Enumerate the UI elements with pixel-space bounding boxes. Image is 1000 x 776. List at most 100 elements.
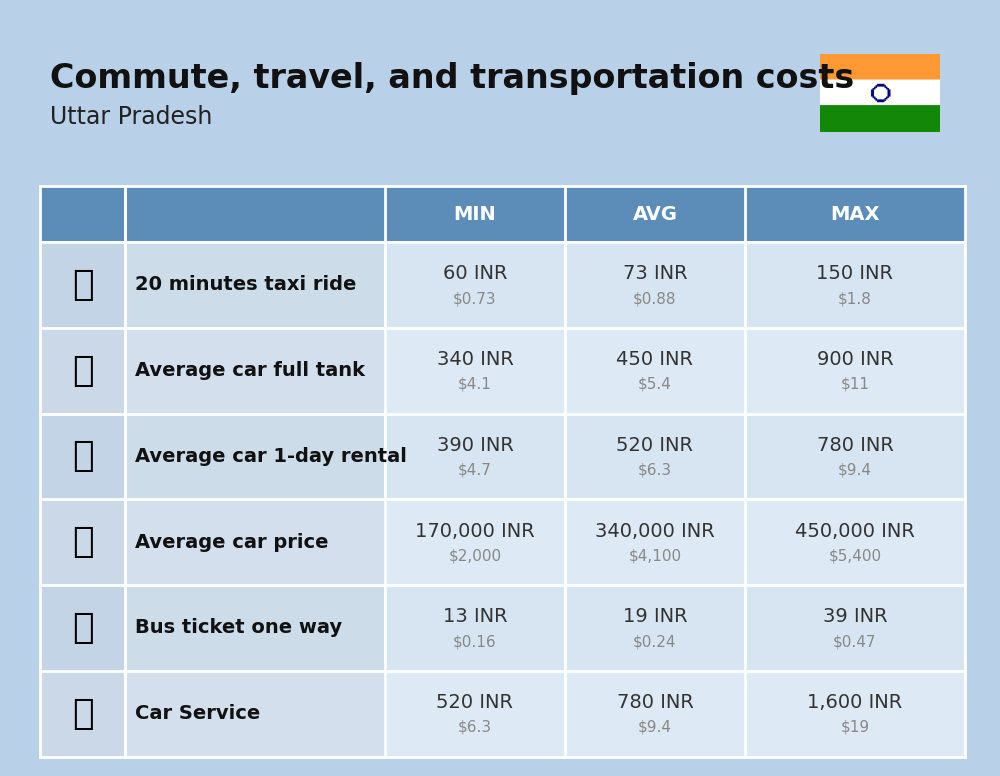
Bar: [385, 500, 565, 585]
Text: 🚘: 🚘: [72, 525, 93, 559]
Point: [959, 182, 971, 191]
Text: $1.8: $1.8: [838, 291, 872, 307]
Text: 19 INR: 19 INR: [623, 608, 687, 626]
Bar: [745, 500, 965, 585]
Text: 🚗: 🚗: [72, 439, 93, 473]
Text: MAX: MAX: [830, 205, 880, 223]
Text: Bus ticket one way: Bus ticket one way: [135, 618, 342, 637]
Bar: [40, 585, 125, 670]
Bar: [565, 414, 745, 500]
Text: Average car full tank: Average car full tank: [135, 362, 365, 380]
Text: 780 INR: 780 INR: [617, 693, 693, 712]
Text: MIN: MIN: [454, 205, 496, 223]
Point: [379, 182, 391, 191]
Text: 39 INR: 39 INR: [823, 608, 887, 626]
Text: 170,000 INR: 170,000 INR: [415, 521, 535, 541]
Point: [34, 182, 46, 191]
Text: 73 INR: 73 INR: [623, 265, 687, 283]
Bar: [40, 670, 125, 757]
Text: 900 INR: 900 INR: [817, 350, 893, 369]
Text: AVG: AVG: [633, 205, 678, 223]
Text: 520 INR: 520 INR: [616, 436, 694, 455]
Text: 🚕: 🚕: [72, 268, 93, 302]
Bar: [745, 186, 965, 242]
Text: $6.3: $6.3: [458, 720, 492, 735]
Bar: [125, 414, 385, 500]
Text: 🔧: 🔧: [72, 697, 93, 731]
Text: 340 INR: 340 INR: [437, 350, 513, 369]
Text: 13 INR: 13 INR: [443, 608, 507, 626]
Point: [379, 752, 391, 761]
Bar: [565, 585, 745, 670]
Point: [559, 182, 571, 191]
Bar: [125, 670, 385, 757]
Text: $5.4: $5.4: [638, 377, 672, 392]
Bar: [745, 585, 965, 670]
Point: [119, 182, 131, 191]
Text: 🚌: 🚌: [72, 611, 93, 645]
Bar: [40, 500, 125, 585]
Text: 450,000 INR: 450,000 INR: [795, 521, 915, 541]
Bar: [565, 242, 745, 327]
Text: $11: $11: [840, 377, 870, 392]
Bar: [125, 242, 385, 327]
Point: [119, 752, 131, 761]
Text: Commute, travel, and transportation costs: Commute, travel, and transportation cost…: [50, 62, 854, 95]
Text: Car Service: Car Service: [135, 705, 260, 723]
Text: 60 INR: 60 INR: [443, 265, 507, 283]
Bar: [40, 414, 125, 500]
Point: [739, 182, 751, 191]
Bar: [745, 670, 965, 757]
Text: $19: $19: [840, 720, 870, 735]
Text: 780 INR: 780 INR: [817, 436, 893, 455]
Text: 520 INR: 520 INR: [436, 693, 514, 712]
Bar: [745, 242, 965, 327]
Text: 1,600 INR: 1,600 INR: [807, 693, 903, 712]
Bar: [385, 414, 565, 500]
Bar: [385, 242, 565, 327]
Bar: [125, 585, 385, 670]
Bar: [125, 327, 385, 414]
Bar: [125, 500, 385, 585]
Text: $0.73: $0.73: [453, 291, 497, 307]
Point: [119, 182, 131, 191]
Point: [34, 752, 46, 761]
Bar: [385, 585, 565, 670]
Bar: [565, 500, 745, 585]
Text: $9.4: $9.4: [638, 720, 672, 735]
Text: $6.3: $6.3: [638, 462, 672, 478]
Point: [119, 752, 131, 761]
Text: $4.7: $4.7: [458, 462, 492, 478]
Text: $0.88: $0.88: [633, 291, 677, 307]
Bar: [385, 670, 565, 757]
Text: $4,100: $4,100: [628, 549, 682, 563]
Text: 390 INR: 390 INR: [437, 436, 513, 455]
Text: Average car 1-day rental: Average car 1-day rental: [135, 447, 407, 466]
Point: [959, 752, 971, 761]
Text: $2,000: $2,000: [448, 549, 502, 563]
Text: $0.47: $0.47: [833, 634, 877, 650]
Text: $9.4: $9.4: [838, 462, 872, 478]
Bar: [40, 242, 125, 327]
Text: $4.1: $4.1: [458, 377, 492, 392]
Text: $0.16: $0.16: [453, 634, 497, 650]
Bar: [385, 327, 565, 414]
Text: 450 INR: 450 INR: [616, 350, 694, 369]
Text: 150 INR: 150 INR: [816, 265, 894, 283]
Bar: [565, 670, 745, 757]
Text: $5,400: $5,400: [828, 549, 882, 563]
Point: [739, 752, 751, 761]
Bar: [565, 327, 745, 414]
Bar: [745, 414, 965, 500]
Text: 340,000 INR: 340,000 INR: [595, 521, 715, 541]
Bar: [40, 327, 125, 414]
Text: Average car price: Average car price: [135, 533, 328, 552]
Text: $0.24: $0.24: [633, 634, 677, 650]
Point: [559, 752, 571, 761]
Bar: [745, 327, 965, 414]
Text: Uttar Pradesh: Uttar Pradesh: [50, 105, 212, 129]
Text: 20 minutes taxi ride: 20 minutes taxi ride: [135, 275, 356, 294]
Bar: [40, 186, 385, 242]
Text: ⛽: ⛽: [72, 354, 93, 388]
Bar: [385, 186, 565, 242]
